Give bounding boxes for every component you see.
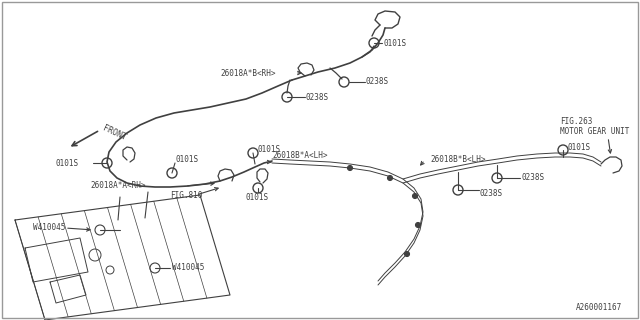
- Text: 0101S: 0101S: [56, 158, 79, 167]
- Circle shape: [413, 194, 417, 198]
- Text: 0101S: 0101S: [567, 142, 590, 151]
- Text: FIG.810: FIG.810: [170, 190, 202, 199]
- Text: W410045: W410045: [172, 263, 204, 273]
- Text: 0238S: 0238S: [366, 77, 389, 86]
- Text: FRONT: FRONT: [101, 124, 127, 143]
- Text: 0101S: 0101S: [175, 156, 198, 164]
- Text: 26018A*B<RH>: 26018A*B<RH>: [220, 68, 275, 77]
- Text: FIG.263: FIG.263: [560, 117, 593, 126]
- Text: 0238S: 0238S: [306, 92, 329, 101]
- Text: 26018B*A<LH>: 26018B*A<LH>: [272, 150, 328, 159]
- Text: 0101S: 0101S: [383, 38, 406, 47]
- Text: MOTOR GEAR UNIT: MOTOR GEAR UNIT: [560, 126, 629, 135]
- Text: 0238S: 0238S: [521, 173, 544, 182]
- Text: W410045: W410045: [33, 223, 65, 233]
- Text: 26018B*B<LH>: 26018B*B<LH>: [430, 156, 486, 164]
- Circle shape: [387, 175, 392, 180]
- Text: 0101S: 0101S: [258, 146, 281, 155]
- Circle shape: [348, 165, 353, 171]
- Text: 26018A*A<RH>: 26018A*A<RH>: [90, 181, 145, 190]
- Circle shape: [415, 222, 420, 228]
- Text: 0238S: 0238S: [480, 188, 503, 197]
- Text: A260001167: A260001167: [576, 303, 622, 312]
- Text: 0101S: 0101S: [245, 193, 269, 202]
- Circle shape: [404, 252, 410, 257]
